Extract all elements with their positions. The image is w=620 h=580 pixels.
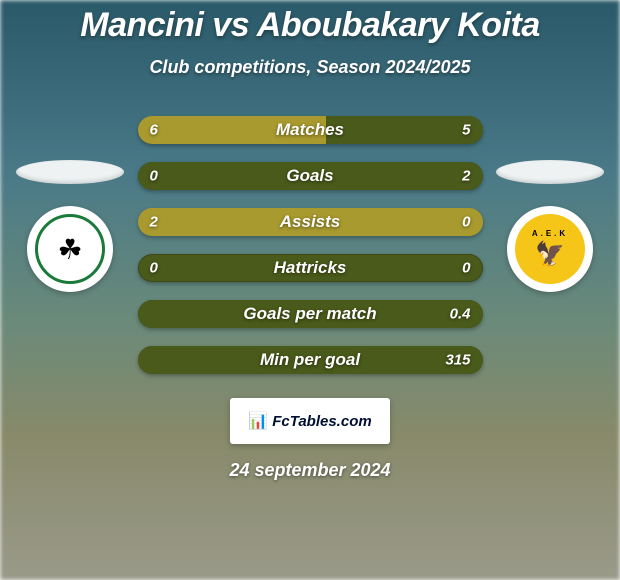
stat-value-right: 315 — [445, 352, 470, 369]
stat-bar-row: Matches 6 5 — [138, 116, 483, 144]
stat-value-right: 5 — [462, 122, 470, 139]
stat-bar-label: Goals — [286, 166, 333, 186]
stat-bar-label: Goals per match — [243, 304, 376, 324]
stat-value-left: 0 — [150, 260, 158, 277]
stat-value-right: 2 — [462, 168, 470, 185]
team-left-crest: ☘ — [27, 206, 113, 292]
stat-bar-row: Goals per match 0.4 — [138, 300, 483, 328]
crest-letters: Α.Ε.Κ — [532, 229, 568, 238]
team-right-badge: Α.Ε.Κ 🦅 — [500, 166, 600, 266]
stat-bar-row: Hattricks 0 0 — [138, 254, 483, 282]
comparison-card: Mancini vs Aboubakary Koita Club competi… — [0, 0, 620, 580]
stat-bar-right-fill — [326, 116, 483, 144]
stat-bar-row: Assists 2 0 — [138, 208, 483, 236]
stat-bar-label: Hattricks — [274, 258, 347, 278]
comparison-body: ☘ Α.Ε.Κ 🦅 Matches65Goals02Assists20Hattr… — [0, 116, 620, 374]
stat-value-left: 6 — [150, 122, 158, 139]
shamrock-icon: ☘ — [35, 214, 105, 284]
stat-value-right: 0 — [462, 214, 470, 231]
team-left-badge: ☘ — [20, 166, 120, 266]
eagle-icon: Α.Ε.Κ 🦅 — [515, 214, 585, 284]
stat-value-right: 0.4 — [450, 306, 471, 323]
generated-date: 24 september 2024 — [229, 460, 390, 481]
stat-value-left: 0 — [150, 168, 158, 185]
watermark-badge: 📊 FcTables.com — [230, 398, 390, 444]
team-right-crest: Α.Ε.Κ 🦅 — [507, 206, 593, 292]
stat-value-right: 0 — [462, 260, 470, 277]
page-subtitle: Club competitions, Season 2024/2025 — [149, 57, 470, 78]
chart-icon: 📊 — [248, 411, 268, 431]
stat-bars-container: Matches65Goals02Assists20Hattricks00Goal… — [138, 116, 483, 374]
pedestal-ellipse — [16, 160, 124, 184]
crest-emoji: ☘ — [57, 233, 82, 266]
watermark-text: FcTables.com — [272, 413, 371, 430]
stat-bar-row: Min per goal 315 — [138, 346, 483, 374]
stat-value-left: 2 — [150, 214, 158, 231]
stat-bar-label: Matches — [276, 120, 344, 140]
pedestal-ellipse — [496, 160, 604, 184]
stat-bar-row: Goals 0 2 — [138, 162, 483, 190]
page-title: Mancini vs Aboubakary Koita — [80, 6, 539, 45]
crest-emoji: 🦅 — [535, 240, 565, 269]
stat-bar-label: Min per goal — [260, 350, 360, 370]
stat-bar-label: Assists — [280, 212, 340, 232]
